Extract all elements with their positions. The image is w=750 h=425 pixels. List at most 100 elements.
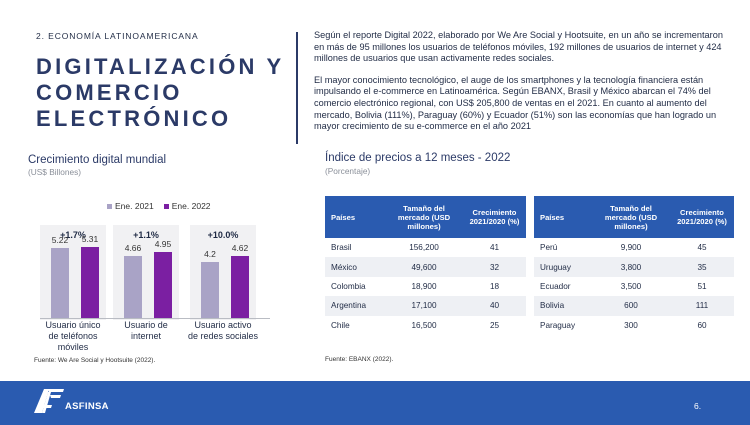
data-label: 4.66 [124,242,142,253]
x-axis-line [40,318,270,319]
cell-pais: Ecuador [540,281,571,291]
cell-mercado: 18,900 [411,281,437,291]
intro-text: Según el reporte Digital 2022, elaborado… [314,30,732,143]
chart-source: Fuente: We Are Social y Hootsuite (2022)… [34,357,156,364]
cell-mercado: 17,100 [385,296,463,316]
legend-item-2021: Ene. 2021 [107,201,154,211]
cell-mercado: 600 [592,296,670,316]
table-row: Bolivia 600 111 [534,296,734,316]
table-row: Colombia 18,900 18 [325,277,526,296]
cell-pais: Colombia [331,281,366,291]
category-label-line: Usuario activo [194,320,252,330]
bar-2022 [154,252,172,318]
intro-paragraph: Según el reporte Digital 2022, elaborado… [314,30,723,64]
logo-text: ASFINSA [65,401,109,412]
market-table-right: Países Tamaño del mercado (USD millones)… [534,196,734,335]
data-label: 4.62 [231,243,249,254]
cell-mercado: 9,900 [620,243,642,253]
asfinsa-logo-icon [34,389,64,413]
cell-mercado: 3,800 [592,257,670,277]
table-row: Argentina 17,100 40 [325,296,526,316]
growth-label: +1.7% [60,230,86,240]
table-row: México 49,600 32 [325,257,526,277]
category-label: Usuario único de teléfonos móviles [28,320,118,353]
intro-paragraph: El mayor conocimiento tecnológico, el au… [314,74,717,132]
cell-crec: 111 [670,296,734,316]
cell-crec: 18 [489,281,500,291]
col-header-crecimiento: Crecimiento 2021/2020 (%) [463,196,526,238]
growth-label: +10.0% [207,230,239,240]
data-label: 5.31 [81,234,99,245]
bar-2021 [51,248,69,318]
cell-mercado: 156,200 [409,243,439,253]
table-row: Perú 9,900 45 [534,238,734,257]
cell-mercado: 16,500 [411,320,437,330]
legend-label: Ene. 2021 [115,201,154,211]
cell-crec: 32 [463,257,526,277]
page-number: 6. [694,401,702,411]
category-label-line: móviles [57,342,89,352]
table-row: Paraguay 300 60 [534,316,734,335]
category-label-line: internet [130,331,162,341]
table-subtitle: (Porcentaje) [325,166,371,176]
cell-mercado: 300 [624,320,638,330]
cell-pais: Perú [540,243,558,253]
legend-item-2022: Ene. 2022 [163,201,211,211]
category-label-line: de redes sociales [187,331,259,341]
legend-label: Ene. 2022 [171,201,211,211]
footer-bar [0,381,750,425]
cell-pais: Uruguay [534,257,592,277]
table-row: Uruguay 3,800 35 [534,257,734,277]
cell-mercado: 3,500 [620,281,642,291]
table-source: Fuente: EBANX (2022). [325,356,394,363]
growth-label: +1.1% [133,230,159,240]
bar-2022 [231,256,249,318]
chart-category-panel [40,225,106,320]
cell-pais: Argentina [325,296,385,316]
category-label-line: de teléfonos [48,331,98,341]
legend-swatch [163,203,169,209]
cell-crec: 41 [489,243,500,253]
cell-pais: Chile [331,320,350,330]
category-label-line: Usuario único [45,320,101,330]
col-header-pais: Países [325,196,385,238]
bar-2021 [201,262,219,318]
col-header-crecimiento: Crecimiento 2021/2020 (%) [670,196,734,238]
bar-2021 [124,255,142,318]
title-line: ELECTRÓNICO [36,106,232,131]
cell-mercado: 49,600 [385,257,463,277]
category-label: Usuario de internet [101,320,191,342]
cell-pais: Paraguay [540,320,576,330]
table-row: Brasil 156,200 41 [325,238,526,257]
table-title: Índice de precios a 12 meses - 2022 [325,152,511,164]
legend-swatch [107,203,112,209]
table-row: Ecuador 3,500 51 [534,277,734,296]
title-line: COMERCIO [36,80,183,105]
divider-line [296,32,298,144]
col-header-pais: Países [534,196,592,238]
col-header-mercado: Tamaño del mercado (USD millones) [385,196,463,238]
chart-legend: Ene. 2021 Ene. 2022 [107,201,211,211]
cell-crec: 45 [697,243,707,253]
cell-pais: Bolivia [534,296,592,316]
data-label: 5.22 [51,235,69,246]
cell-pais: México [325,257,385,277]
asfinsa-logo: ASFINSA [34,389,109,413]
category-label-line: Usuario de [124,320,168,330]
chart-category-panel [113,225,179,320]
cell-crec: 25 [489,320,500,330]
cell-crec: 60 [697,320,707,330]
page-title: DIGITALIZACIÓN Y COMERCIO ELECTRÓNICO [36,54,286,132]
table-row: Chile 16,500 25 [325,316,526,335]
col-header-mercado: Tamaño del mercado (USD millones) [592,196,670,238]
cell-pais: Brasil [331,243,352,253]
bar-2022 [81,247,99,318]
title-line: DIGITALIZACIÓN Y [36,54,285,79]
cell-crec: 51 [697,281,707,291]
section-label: 2. ECONOMÍA LATINOAMERICANA [36,31,199,41]
category-label: Usuario activo de redes sociales [178,320,268,342]
cell-crec: 35 [670,257,734,277]
cell-crec: 40 [463,296,526,316]
chart-title: Crecimiento digital mundial [28,154,167,166]
market-table-left: Países Tamaño del mercado (USD millones)… [325,196,526,335]
